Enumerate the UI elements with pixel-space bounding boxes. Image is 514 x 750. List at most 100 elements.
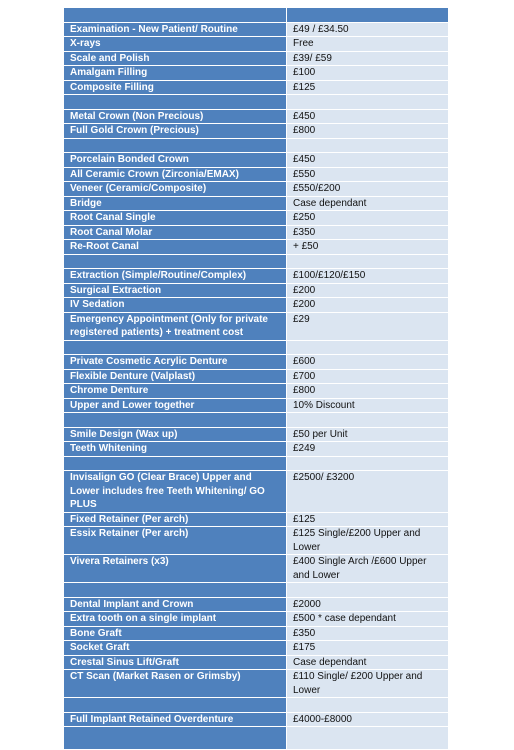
treatment: Essix Retainer (Per arch) bbox=[63, 526, 287, 555]
blank-row bbox=[63, 94, 449, 110]
price-row: Flexible Denture (Valplast) £700 bbox=[63, 368, 449, 384]
price: £450 bbox=[286, 152, 449, 168]
price: £800 bbox=[286, 383, 449, 399]
price: £4000-£8000 bbox=[286, 711, 449, 727]
blank-row bbox=[63, 726, 449, 750]
price: £125 Single/£200 Upper and Lower bbox=[286, 526, 449, 555]
blank-row bbox=[63, 697, 449, 713]
treatment: Invisalign GO (Clear Brace) Upper and Lo… bbox=[63, 470, 287, 513]
price: Free bbox=[286, 36, 449, 52]
price-row: Chrome Denture £800 bbox=[63, 383, 449, 399]
price: £175 bbox=[286, 640, 449, 656]
blank-cell bbox=[286, 697, 449, 713]
price-row: Teeth Whitening £249 bbox=[63, 441, 449, 457]
price: £600 bbox=[286, 354, 449, 370]
price: £2500/ £3200 bbox=[286, 470, 449, 513]
price-row: Composite Filling £125 bbox=[63, 79, 449, 95]
price-row: Extra tooth on a single implant £500 * ca… bbox=[63, 611, 449, 627]
treatment: Teeth Whitening bbox=[63, 441, 287, 457]
treatment: Examination - New Patient/ Routine bbox=[63, 21, 287, 37]
price-row: Essix Retainer (Per arch) £125 Single/£20… bbox=[63, 526, 449, 555]
blank-cell bbox=[63, 339, 287, 355]
treatment: Scale and Polish bbox=[63, 50, 287, 66]
treatment: Upper and Lower together bbox=[63, 397, 287, 413]
blank-cell bbox=[63, 253, 287, 269]
price-row: Extraction (Simple/Routine/Complex) £100… bbox=[63, 268, 449, 284]
price: £100 bbox=[286, 65, 449, 81]
price: £350 bbox=[286, 625, 449, 641]
blank-cell bbox=[63, 455, 287, 471]
price-row: Root Canal Molar £350 bbox=[63, 224, 449, 240]
blank-cell bbox=[63, 137, 287, 153]
price-row: Examination - New Patient/ Routine £49 / … bbox=[63, 21, 449, 37]
price-row: Invisalign GO (Clear Brace) Upper and Lo… bbox=[63, 470, 449, 513]
price: £200 bbox=[286, 297, 449, 313]
price-table: Examination - New Patient/ Routine £49 / … bbox=[63, 7, 449, 750]
price: £450 bbox=[286, 108, 449, 124]
blank-row bbox=[63, 339, 449, 355]
price: £250 bbox=[286, 210, 449, 226]
treatment: Extra tooth on a single implant bbox=[63, 611, 287, 627]
price-row: IV Sedation £200 bbox=[63, 297, 449, 313]
treatment: Porcelain Bonded Crown bbox=[63, 152, 287, 168]
price: £249 bbox=[286, 441, 449, 457]
treatment: Composite Filling bbox=[63, 79, 287, 95]
page: Examination - New Patient/ Routine £49 / … bbox=[63, 7, 449, 750]
price-row: Emergency Appointment (Only for private … bbox=[63, 311, 449, 341]
price-row: Upper and Lower together 10% Discount bbox=[63, 397, 449, 413]
price: £125 bbox=[286, 79, 449, 95]
blank-row bbox=[63, 412, 449, 428]
price-row: Scale and Polish £39/ £59 bbox=[63, 50, 449, 66]
blank-cell bbox=[63, 697, 287, 713]
price-row: Private Cosmetic Acrylic Denture £600 bbox=[63, 354, 449, 370]
treatment: Surgical Extraction bbox=[63, 282, 287, 298]
blank-cell bbox=[63, 582, 287, 598]
treatment: Vivera Retainers (x3) bbox=[63, 554, 287, 583]
price: Case dependant bbox=[286, 654, 449, 670]
price-row: Bone Graft £350 bbox=[63, 625, 449, 641]
blank-cell bbox=[63, 94, 287, 110]
price-row: Fixed Retainer (Per arch) £125 bbox=[63, 511, 449, 527]
blank-row bbox=[63, 7, 449, 23]
blank-cell bbox=[286, 726, 449, 750]
treatment: Crestal Sinus Lift/Graft bbox=[63, 654, 287, 670]
price: £200 bbox=[286, 282, 449, 298]
price-row: Full Implant Retained Overdenture £4000-£… bbox=[63, 711, 449, 727]
price: £39/ £59 bbox=[286, 50, 449, 66]
blank-row bbox=[63, 253, 449, 269]
price-row: Vivera Retainers (x3) £400 Single Arch /£… bbox=[63, 554, 449, 583]
price-row: Amalgam Filling £100 bbox=[63, 65, 449, 81]
price-row: Crestal Sinus Lift/Graft Case dependant bbox=[63, 654, 449, 670]
treatment: X-rays bbox=[63, 36, 287, 52]
price: £2000 bbox=[286, 596, 449, 612]
price: £400 Single Arch /£600 Upper and Lower bbox=[286, 554, 449, 583]
price: £49 / £34.50 bbox=[286, 21, 449, 37]
treatment: Root Canal Single bbox=[63, 210, 287, 226]
treatment: Re-Root Canal bbox=[63, 239, 287, 255]
blank-cell bbox=[286, 339, 449, 355]
price-row: Surgical Extraction £200 bbox=[63, 282, 449, 298]
treatment: Socket Graft bbox=[63, 640, 287, 656]
treatment: Full Gold Crown (Precious) bbox=[63, 123, 287, 139]
price: + £50 bbox=[286, 239, 449, 255]
treatment: Amalgam Filling bbox=[63, 65, 287, 81]
blank-cell bbox=[63, 726, 287, 750]
blank-cell bbox=[286, 7, 449, 23]
treatment: Smile Design (Wax up) bbox=[63, 426, 287, 442]
blank-cell bbox=[286, 455, 449, 471]
price-row: Re-Root Canal + £50 bbox=[63, 239, 449, 255]
treatment: Bridge bbox=[63, 195, 287, 211]
price-row: Socket Graft £175 bbox=[63, 640, 449, 656]
price-row: Root Canal Single £250 bbox=[63, 210, 449, 226]
price-row: All Ceramic Crown (Zirconia/EMAX) £550 bbox=[63, 166, 449, 182]
price: £700 bbox=[286, 368, 449, 384]
price: Case dependant bbox=[286, 195, 449, 211]
price-row: Full Gold Crown (Precious) £800 bbox=[63, 123, 449, 139]
treatment: CT Scan (Market Rasen or Grimsby) bbox=[63, 669, 287, 698]
price-row: Veneer (Ceramic/Composite) £550/£200 bbox=[63, 181, 449, 197]
blank-row bbox=[63, 455, 449, 471]
price-row: X-rays Free bbox=[63, 36, 449, 52]
treatment: IV Sedation bbox=[63, 297, 287, 313]
treatment: Full Implant Retained Overdenture bbox=[63, 711, 287, 727]
treatment: All Ceramic Crown (Zirconia/EMAX) bbox=[63, 166, 287, 182]
